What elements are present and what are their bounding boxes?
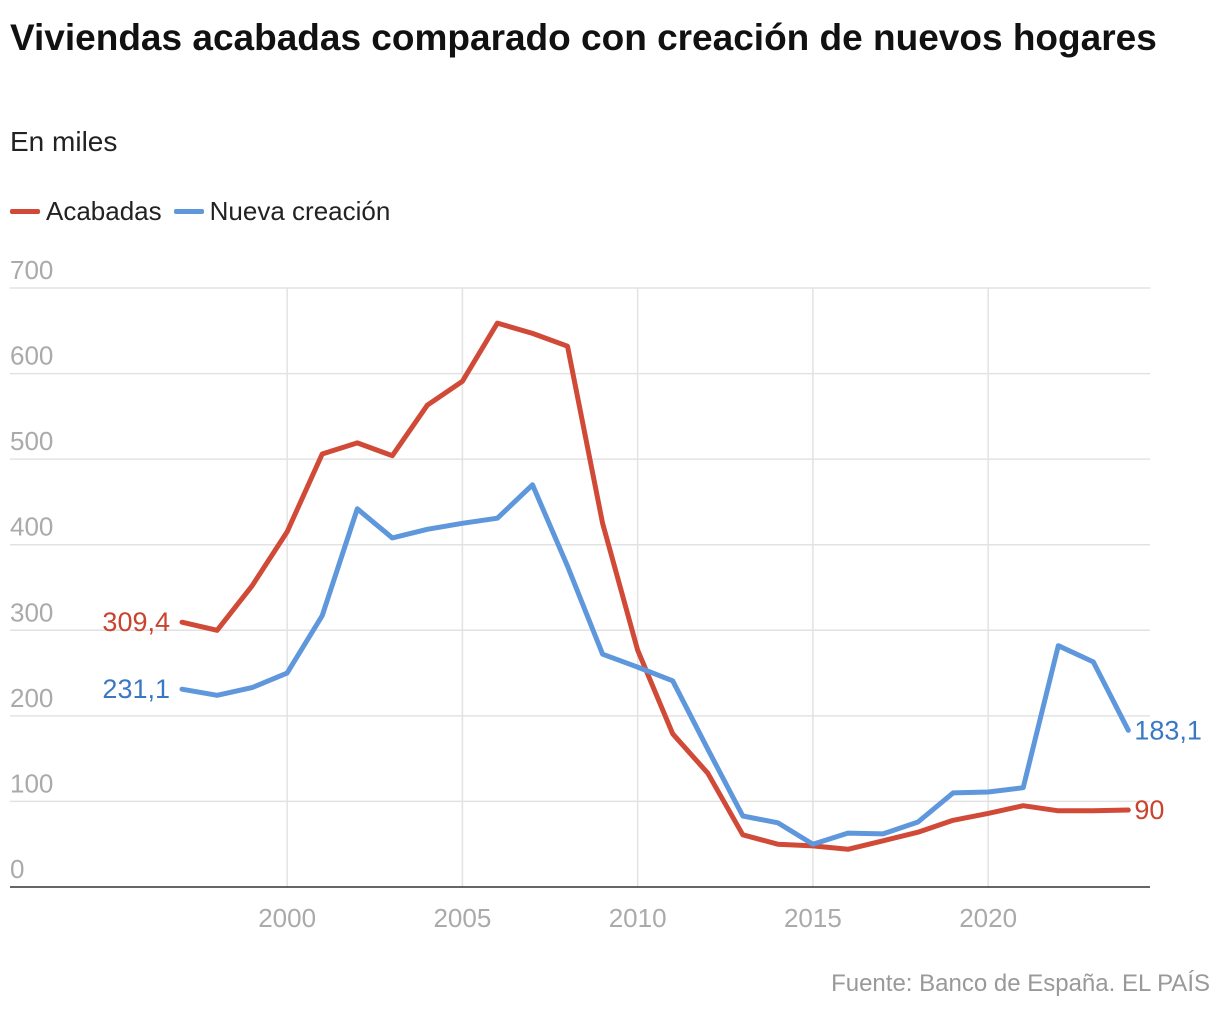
y-tick-label: 400 [10,512,53,542]
start-value-label: 309,4 [102,607,170,637]
x-tick-label: 2000 [258,903,316,933]
chart-title: Viviendas acabadas comparado con creació… [10,17,1157,58]
y-tick-label: 100 [10,768,53,798]
legend-swatch-acabadas [10,209,40,214]
y-tick-label: 300 [10,597,53,627]
source-note: Fuente: Banco de España. EL PAÍS [831,970,1210,997]
x-tick-label: 2015 [784,903,842,933]
legend-item-acabadas: Acabadas [10,196,162,227]
y-tick-label: 700 [10,255,53,285]
chart-subtitle: En miles [10,126,118,157]
series-line-acabadas [179,320,1131,852]
legend-label-acabadas: Acabadas [46,196,162,226]
legend-item-nueva-creacion: Nueva creación [173,196,391,227]
x-tick-label: 2005 [433,903,491,933]
legend-swatch-nueva-creacion [173,209,204,214]
start-value-label: 231,1 [102,674,170,704]
x-tick-label: 2010 [609,903,667,933]
y-tick-label: 500 [10,426,53,456]
y-tick-label: 200 [10,683,53,713]
end-value-label: 183,1 [1134,715,1202,745]
y-tick-label: 600 [10,341,53,371]
legend-label-nueva-creacion: Nueva creación [209,196,391,226]
y-tick-label: 0 [10,854,24,884]
series-line-nueva-creacion [179,482,1131,847]
end-value-label: 90 [1134,795,1164,825]
x-tick-label: 2020 [959,903,1017,933]
legend: Acabadas Nueva creación [10,196,390,227]
